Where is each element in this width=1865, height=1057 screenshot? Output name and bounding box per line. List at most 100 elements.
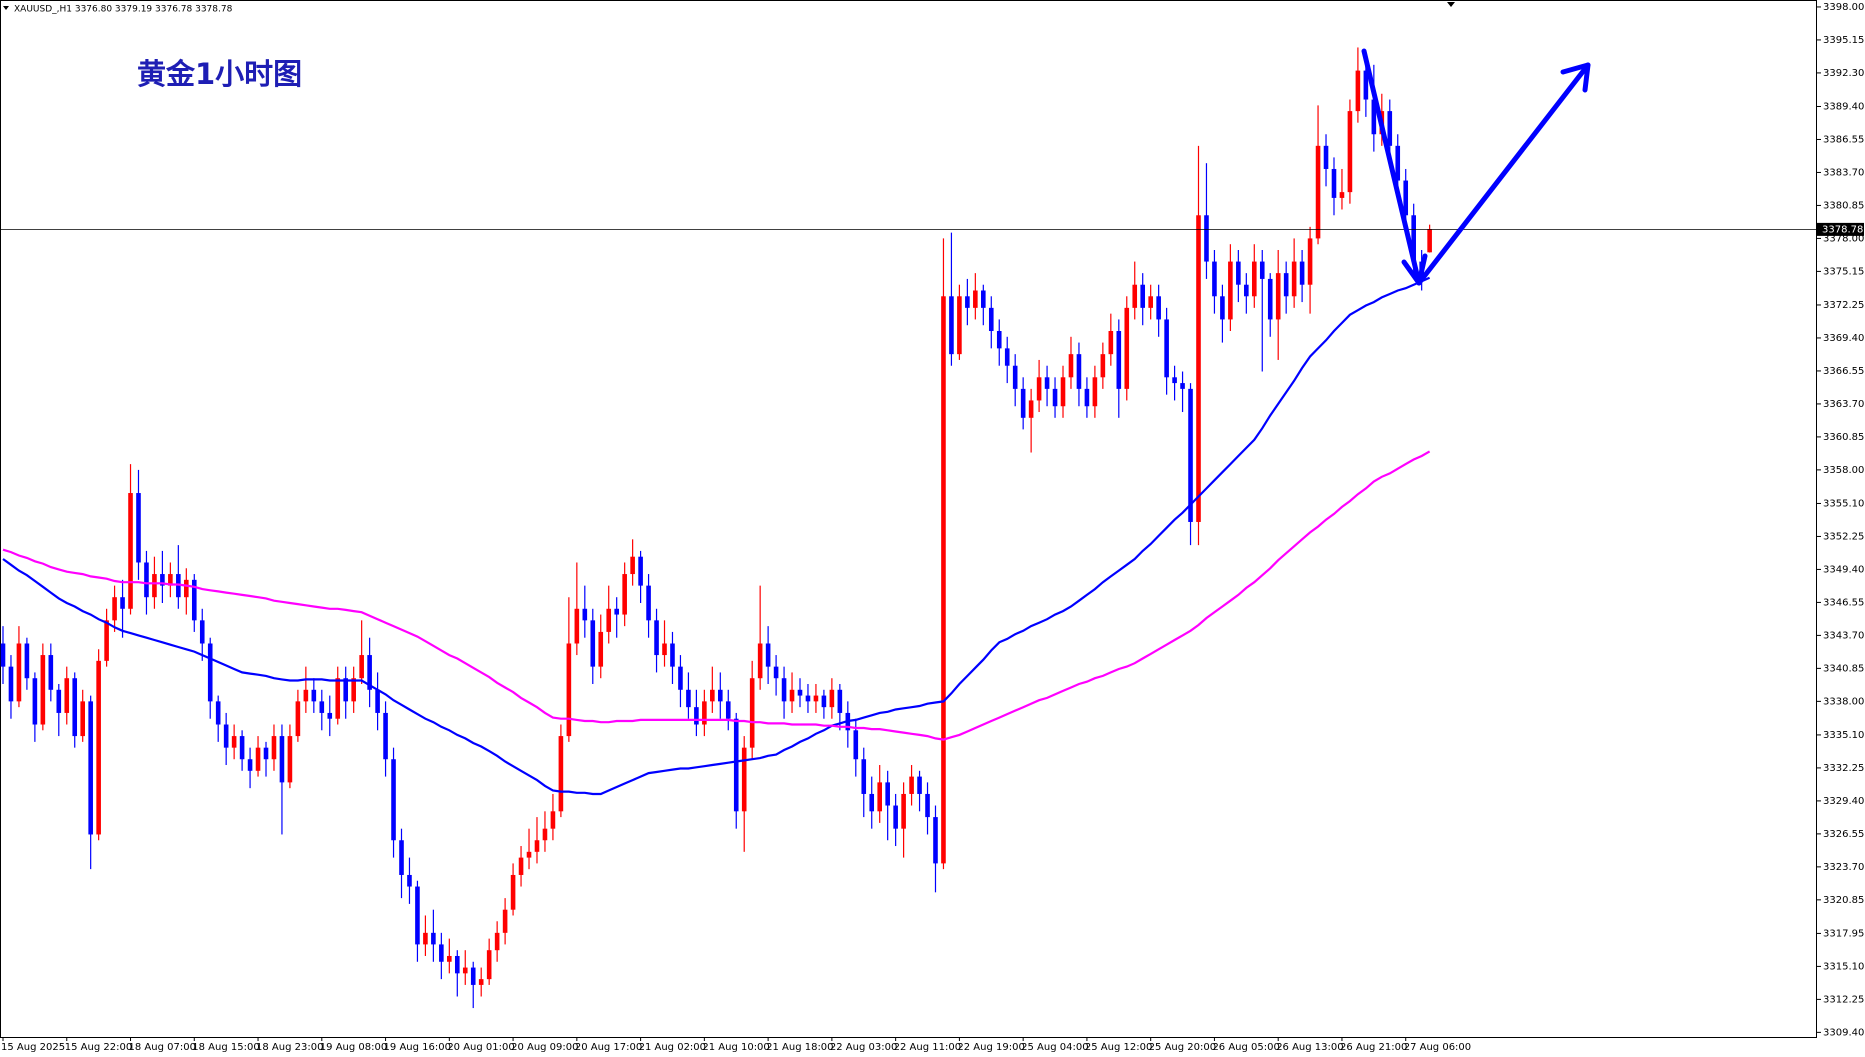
candle-body xyxy=(957,296,962,355)
candle-body xyxy=(741,747,747,812)
candle-body xyxy=(279,736,285,783)
candle-body xyxy=(470,967,476,985)
candle-body xyxy=(973,290,978,308)
candle-body xyxy=(176,574,181,598)
y-tick-label: 3358.00 xyxy=(1823,465,1864,476)
candle-body xyxy=(1076,354,1082,389)
current-price-box xyxy=(1817,222,1864,236)
candle-body xyxy=(765,643,771,667)
arrow-down xyxy=(1361,48,1422,286)
symbol-icon xyxy=(3,6,9,10)
y-tick-label: 3346.55 xyxy=(1823,597,1864,608)
candle-body xyxy=(231,736,237,748)
candle-body xyxy=(423,932,428,945)
candle-body xyxy=(773,666,779,679)
candle-body xyxy=(925,793,930,818)
candle-body xyxy=(1148,296,1153,308)
candle-body xyxy=(574,608,580,644)
candle-body xyxy=(287,736,293,783)
y-tick-label: 3386.55 xyxy=(1823,134,1864,145)
candle-body xyxy=(988,307,994,332)
x-tick-label: 21 Aug 18:00 xyxy=(766,1042,833,1053)
moving-average-line xyxy=(2,276,1431,796)
candle-body xyxy=(431,932,436,945)
candle-body xyxy=(901,793,906,829)
y-tick-label: 3369.40 xyxy=(1823,333,1864,344)
candle-body xyxy=(1196,215,1201,522)
candle-body xyxy=(518,857,524,875)
x-tick-label: 19 Aug 16:00 xyxy=(384,1042,451,1053)
candle-body xyxy=(359,655,364,679)
candle-body xyxy=(1331,168,1337,198)
x-tick-label: 25 Aug 20:00 xyxy=(1149,1042,1216,1053)
candle-body xyxy=(255,747,261,771)
candle-body xyxy=(1004,348,1010,366)
candle-body xyxy=(526,851,532,858)
x-tick-label: 15 Aug 2025 xyxy=(1,1042,65,1053)
candle-body xyxy=(160,574,165,586)
candle-body xyxy=(789,689,795,702)
y-tick-label: 3329.40 xyxy=(1823,796,1864,807)
candle-body xyxy=(335,678,341,719)
candle-body xyxy=(757,643,763,679)
candle-body xyxy=(1387,111,1393,146)
candle-body xyxy=(1100,354,1106,378)
candle-body xyxy=(941,296,946,864)
candle-body xyxy=(1371,99,1377,135)
candle-body xyxy=(821,695,827,708)
candle-body xyxy=(375,689,380,713)
candle-body xyxy=(112,597,117,621)
candle-body xyxy=(1236,261,1241,285)
candle-body xyxy=(1427,229,1432,253)
x-tick-label: 20 Aug 01:00 xyxy=(447,1042,514,1053)
candle-body xyxy=(1347,111,1353,193)
candle-body xyxy=(391,759,396,841)
candle-body xyxy=(80,701,85,737)
candle-body xyxy=(1204,215,1209,262)
candle-body xyxy=(0,643,6,667)
y-tick-label: 3389.40 xyxy=(1823,101,1864,112)
x-tick-label: 20 Aug 09:00 xyxy=(511,1042,578,1053)
candle-body xyxy=(1156,296,1161,320)
candle-body xyxy=(733,718,739,812)
candle-body xyxy=(646,585,651,621)
candle-body xyxy=(813,695,819,702)
y-tick-label: 3323.70 xyxy=(1823,862,1864,873)
candle-body xyxy=(40,655,46,725)
candle-body xyxy=(239,736,245,760)
candle-body xyxy=(88,701,93,835)
candle-body xyxy=(399,840,404,875)
chart-title: 黄金1小时图 xyxy=(137,57,302,91)
candle-body xyxy=(981,290,986,308)
candle-body xyxy=(654,620,659,656)
x-tick-label: 25 Aug 12:00 xyxy=(1085,1042,1152,1053)
candle-body xyxy=(271,736,277,760)
candle-body xyxy=(590,620,596,667)
y-tick-label: 3315.10 xyxy=(1823,961,1864,972)
y-tick-label: 3363.70 xyxy=(1823,399,1864,410)
candle-body xyxy=(72,678,78,737)
x-tick-label: 15 Aug 22:00 xyxy=(65,1042,132,1053)
candle-body xyxy=(263,747,269,760)
candle-body xyxy=(1052,388,1058,407)
candle-body xyxy=(1355,70,1361,112)
candle-body xyxy=(447,955,452,962)
y-tick-label: 3383.70 xyxy=(1823,167,1864,178)
candle-body xyxy=(725,701,731,719)
moving-average-line xyxy=(2,450,1431,741)
candle-body xyxy=(1132,284,1138,308)
x-tick-label: 22 Aug 11:00 xyxy=(894,1042,961,1053)
candle-body xyxy=(1315,145,1321,239)
x-tick-label: 18 Aug 07:00 xyxy=(129,1042,196,1053)
candle-body xyxy=(606,608,612,632)
y-tick-label: 3372.25 xyxy=(1823,300,1864,311)
symbol-quote: XAUUSD_,H1 3376.80 3379.19 3376.78 3378.… xyxy=(14,5,233,15)
candle-body xyxy=(1299,261,1305,285)
candle-body xyxy=(223,724,229,748)
candle-body xyxy=(1212,261,1217,297)
candle-body xyxy=(853,730,859,760)
candle-body xyxy=(1180,383,1185,389)
candle-body xyxy=(718,689,723,702)
y-tick-label: 3392.30 xyxy=(1823,68,1864,79)
